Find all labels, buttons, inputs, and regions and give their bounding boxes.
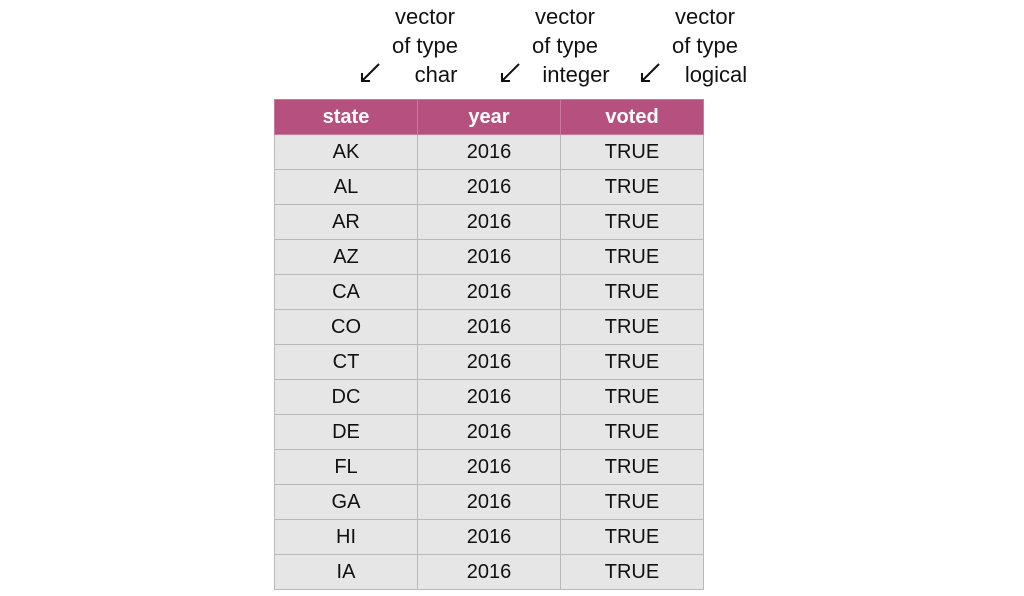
cell-voted: TRUE <box>560 379 704 415</box>
annotation-line: of type <box>391 33 459 58</box>
arrow-down-left-icon <box>497 60 523 86</box>
table-row: AZ 2016 TRUE <box>274 239 704 275</box>
table-row: GA 2016 TRUE <box>274 484 704 520</box>
cell-voted: TRUE <box>560 414 704 450</box>
table-row: DC 2016 TRUE <box>274 379 704 415</box>
cell-state: HI <box>274 519 418 555</box>
cell-voted: TRUE <box>560 169 704 205</box>
table-row: HI 2016 TRUE <box>274 519 704 555</box>
annotation-line: integer <box>542 62 610 87</box>
cell-voted: TRUE <box>560 134 704 170</box>
cell-state: GA <box>274 484 418 520</box>
cell-year: 2016 <box>417 519 561 555</box>
annotation-line: vector <box>675 4 735 29</box>
annotation-state-type: vector of type char <box>370 2 480 89</box>
cell-voted: TRUE <box>560 519 704 555</box>
cell-state: CO <box>274 309 418 345</box>
cell-state: CA <box>274 274 418 310</box>
cell-voted: TRUE <box>560 309 704 345</box>
cell-year: 2016 <box>417 449 561 485</box>
annotation-line: char <box>414 62 458 87</box>
cell-voted: TRUE <box>560 449 704 485</box>
cell-state: AZ <box>274 239 418 275</box>
column-header-voted: voted <box>560 99 704 135</box>
cell-year: 2016 <box>417 134 561 170</box>
cell-year: 2016 <box>417 169 561 205</box>
cell-year: 2016 <box>417 379 561 415</box>
annotation-line: of type <box>531 33 599 58</box>
table-row: CO 2016 TRUE <box>274 309 704 345</box>
cell-state: DC <box>274 379 418 415</box>
table-row: AK 2016 TRUE <box>274 134 704 170</box>
cell-year: 2016 <box>417 414 561 450</box>
table-header-row: state year voted <box>274 99 704 135</box>
cell-state: CT <box>274 344 418 380</box>
cell-voted: TRUE <box>560 484 704 520</box>
table-row: CA 2016 TRUE <box>274 274 704 310</box>
cell-year: 2016 <box>417 484 561 520</box>
cell-year: 2016 <box>417 344 561 380</box>
cell-year: 2016 <box>417 309 561 345</box>
table-row: AL 2016 TRUE <box>274 169 704 205</box>
table-row: DE 2016 TRUE <box>274 414 704 450</box>
column-header-year: year <box>417 99 561 135</box>
annotation-year-type: vector of type integer <box>510 2 620 89</box>
cell-year: 2016 <box>417 239 561 275</box>
annotation-voted-type: vector of type logical <box>650 2 760 89</box>
arrow-down-left-icon <box>357 60 383 86</box>
cell-state: FL <box>274 449 418 485</box>
cell-state: IA <box>274 554 418 590</box>
cell-state: AR <box>274 204 418 240</box>
column-header-state: state <box>274 99 418 135</box>
table-row: IA 2016 TRUE <box>274 554 704 590</box>
cell-state: DE <box>274 414 418 450</box>
cell-voted: TRUE <box>560 239 704 275</box>
table-row: AR 2016 TRUE <box>274 204 704 240</box>
cell-state: AK <box>274 134 418 170</box>
cell-year: 2016 <box>417 274 561 310</box>
annotation-line: logical <box>684 62 748 87</box>
table-row: FL 2016 TRUE <box>274 449 704 485</box>
cell-voted: TRUE <box>560 204 704 240</box>
data-frame-table: state year voted AK 2016 TRUE AL 2016 TR… <box>274 99 704 590</box>
cell-year: 2016 <box>417 554 561 590</box>
annotation-line: vector <box>395 4 455 29</box>
cell-state: AL <box>274 169 418 205</box>
cell-voted: TRUE <box>560 344 704 380</box>
cell-year: 2016 <box>417 204 561 240</box>
cell-voted: TRUE <box>560 274 704 310</box>
cell-voted: TRUE <box>560 554 704 590</box>
annotation-line: vector <box>535 4 595 29</box>
annotation-line: of type <box>671 33 739 58</box>
arrow-down-left-icon <box>637 60 663 86</box>
table-row: CT 2016 TRUE <box>274 344 704 380</box>
